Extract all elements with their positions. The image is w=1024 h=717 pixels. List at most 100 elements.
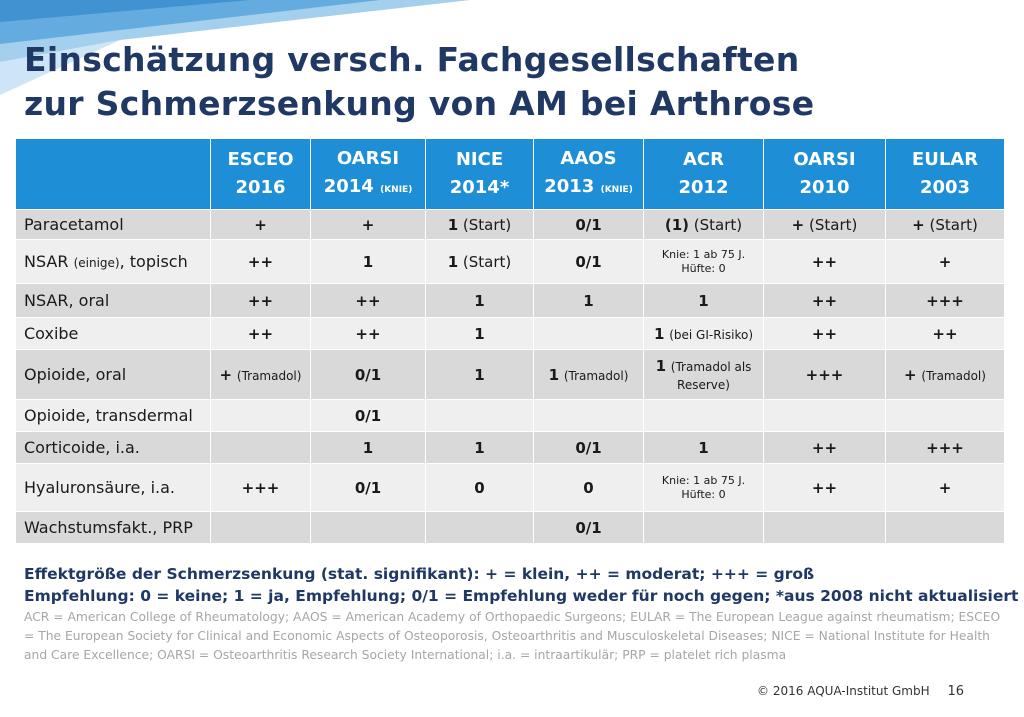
cell-value: + (938, 252, 952, 271)
table-row: Opioide, oral + (Tramadol) 0/1 1 1 (Tramadol… (15, 349, 1005, 400)
column-name: OARSI (793, 149, 856, 170)
column-year: 2014* (449, 177, 510, 198)
table-cell: 0/1 (310, 399, 426, 432)
table-cell: 1 (425, 431, 534, 464)
cell-note: (Tramadol) (236, 368, 302, 383)
cell-note: (Start) (693, 215, 743, 234)
row-label-text: Corticoide, i.a. (24, 438, 140, 457)
cell-value: 0/1 (575, 438, 602, 457)
cell-value: ++ (811, 438, 838, 457)
column-header: ESCEO 2016 (210, 138, 311, 210)
cell-value: 1 (362, 438, 374, 457)
table-row: Hyaluronsäure, i.a. +++ 0/1 0 0 Knie: 1 ab 75… (15, 463, 1005, 512)
cell-value: +++ (926, 438, 964, 457)
column-year: 2016 (235, 177, 286, 198)
table-cell: 1 (425, 349, 534, 400)
table-row: NSAR (einige), topisch ++ 1 1 (Start) 0/1 Kni… (15, 239, 1005, 284)
cell-value: ++ (811, 252, 838, 271)
cell-value: +++ (805, 365, 844, 384)
table-cell: +++ (763, 349, 886, 400)
cell-value: 1 (698, 438, 709, 457)
column-year: 2012 (678, 177, 729, 198)
row-label-text: Paracetamol (24, 215, 124, 234)
cell-value: +++ (926, 291, 964, 310)
table-cell: ++ (210, 317, 311, 350)
cell-value: ++ (355, 291, 381, 310)
cell-note: (bei GI-Risiko) (669, 327, 754, 342)
footer: © 2016 AQUA-Institut GmbH 16 (757, 684, 964, 699)
row-label-text: Opioide, transdermal (24, 406, 193, 425)
table-cell: + (210, 209, 311, 240)
cell-note: (Start) (462, 252, 512, 271)
table-cell: 0/1 (533, 209, 644, 240)
cell-line-2: Hüfte: 0 (681, 261, 726, 275)
table-row: Corticoide, i.a. 1 1 0/1 1 ++ +++ (15, 431, 1005, 464)
table-cell: Knie: 1 ab 75 J. Hüfte: 0 (643, 463, 764, 512)
row-label-text: Coxibe (24, 324, 79, 343)
row-label-text: Wachstumsfakt., PRP (24, 518, 193, 537)
row-label: NSAR (einige), topisch (15, 239, 211, 284)
table-cell: ++ (763, 283, 886, 318)
row-label: NSAR, oral (15, 283, 211, 318)
table-cell (210, 511, 311, 544)
copyright: © 2016 AQUA-Institut GmbH (757, 684, 930, 698)
cell-value: 1 (548, 365, 560, 384)
table-cell: 0/1 (533, 511, 644, 544)
table-cell: ++ (210, 283, 311, 318)
cell-value: ++ (932, 324, 958, 343)
table-row: Wachstumsfakt., PRP 0/1 (15, 511, 1005, 544)
table-cell (763, 511, 886, 544)
table-cell (210, 399, 311, 432)
row-label: Hyaluronsäure, i.a. (15, 463, 211, 512)
table-cell: ++ (763, 431, 886, 464)
table-cell: 1 (bei GI-Risiko) (643, 317, 764, 350)
row-label: Opioide, transdermal (15, 399, 211, 432)
column-year: 2003 (919, 177, 971, 198)
column-header: AAOS 2013 (KNIE) (533, 138, 644, 210)
table-cell: 1 (Start) (425, 209, 534, 240)
row-label-text: Opioide, oral (24, 365, 127, 384)
cell-value: 0/1 (354, 365, 382, 384)
cell-note: (Start) (462, 215, 512, 234)
cell-value: 1 (653, 324, 665, 343)
table-cell: 1 (Start) (425, 239, 534, 284)
cell-note: (Start) (809, 215, 858, 234)
column-name: ESCEO (227, 149, 294, 170)
table-cell: + (Tramadol) (885, 349, 1005, 400)
table-cell: + (885, 463, 1005, 512)
table-cell: 0/1 (533, 431, 644, 464)
table-row: Coxibe ++ ++ 1 1 (bei GI-Risiko) ++ ++ (15, 317, 1005, 350)
table-cell: ++ (763, 239, 886, 284)
column-header: NICE 2014* (425, 138, 534, 210)
table-cell: 1 (425, 283, 534, 318)
cell-value: + (361, 215, 375, 234)
table-cell: 1 (310, 431, 426, 464)
table-cell (425, 511, 534, 544)
table-cell: 0 (533, 463, 644, 512)
cell-note: (Tramadol) (563, 368, 629, 383)
cell-value: +++ (241, 478, 280, 497)
cell-value: 1 (583, 291, 594, 310)
table-cell (425, 399, 534, 432)
table-cell: 0 (425, 463, 534, 512)
row-label: Opioide, oral (15, 349, 211, 400)
table-cell: 1 (643, 431, 764, 464)
title-line-2: zur Schmerzsenkung von AM bei Arthrose (24, 84, 815, 123)
table-cell (643, 399, 764, 432)
table-cell: 1 (425, 317, 534, 350)
cell-value: 1 (474, 324, 485, 343)
cell-value: ++ (355, 324, 381, 343)
column-header: OARSI 2014 (KNIE) (310, 138, 426, 210)
table-cell: (1) (Start) (643, 209, 764, 240)
cell-value: 0/1 (575, 252, 602, 271)
table-cell: + (Start) (763, 209, 886, 240)
legend-abbreviations: ACR = American College of Rheumatology; … (24, 610, 1001, 662)
cell-value: 1 (362, 252, 374, 271)
table-cell: ++ (310, 283, 426, 318)
cell-value: ++ (811, 478, 838, 497)
table-cell: +++ (885, 283, 1005, 318)
table-cell: + (Tramadol) (210, 349, 311, 400)
cell-value: 1 (474, 291, 485, 310)
table-cell: 1 (310, 239, 426, 284)
table-row: Paracetamol + +1 (Start) 0/1 (1) (Start) + (S… (15, 209, 1005, 240)
